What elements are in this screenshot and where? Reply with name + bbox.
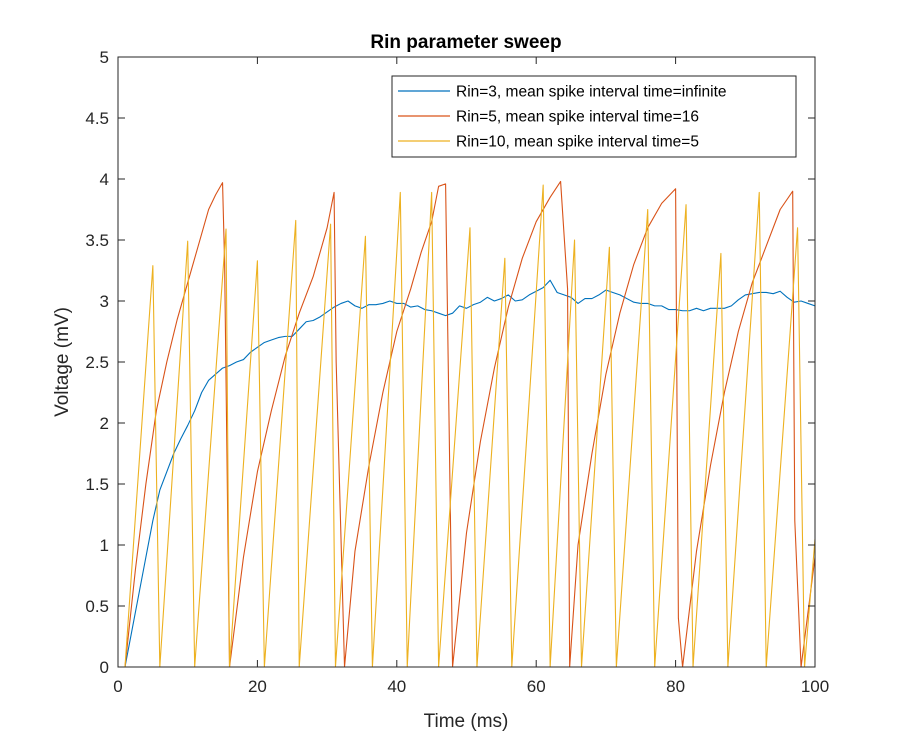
y-tick-label: 3 [100,292,109,311]
y-tick-label: 2 [100,414,109,433]
x-tick-label: 0 [113,677,122,696]
x-axis-title: Time (ms) [424,711,509,732]
plot-area [118,57,815,667]
series-line-1 [124,279,816,668]
x-tick-label: 60 [527,677,546,696]
legend-label-3: Rin=10, mean spike interval time=5 [456,134,699,151]
x-tick-label: 100 [801,677,829,696]
legend-box [391,75,797,158]
y-tick-label: 2.5 [85,353,109,372]
x-tick-label: 40 [387,677,406,696]
y-tick-label: 4 [100,170,109,189]
x-tick-label: 80 [666,677,685,696]
chart-title: Rin parameter sweep [370,32,561,53]
legend: Rin=3, mean spike interval time=infinite… [391,75,797,158]
legend-label-1: Rin=3, mean spike interval time=infinite [456,84,727,101]
ticks-layer: 0 20 40 60 80 100 0 0.5 1 1.5 2 2.5 3 3.5 4 4.5 5 [85,48,829,696]
y-tick-label: 0.5 [85,597,109,616]
y-tick-label: 3.5 [85,231,109,250]
x-tick-label: 20 [248,677,267,696]
y-tick-label: 4.5 [85,109,109,128]
series-line-3 [124,184,816,668]
series-line-2 [124,180,816,668]
legend-label-2: Rin=5, mean spike interval time=16 [456,109,699,126]
y-tick-label: 5 [100,48,109,67]
y-axis-title: Voltage (mV) [52,307,73,417]
y-tick-label: 0 [100,658,109,677]
y-tick-label: 1 [100,536,109,555]
series-layer [124,180,816,668]
y-tick-label: 1.5 [85,475,109,494]
